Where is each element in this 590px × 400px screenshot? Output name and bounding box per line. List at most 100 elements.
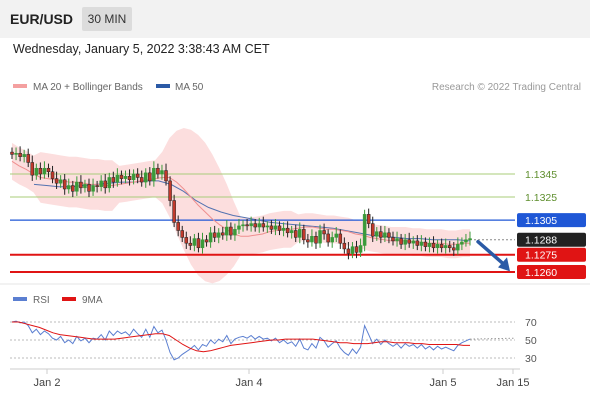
candle-body: [221, 232, 225, 236]
candle-body: [395, 238, 399, 242]
candle-body: [387, 232, 391, 238]
candle-body: [447, 245, 452, 249]
candle-body: [188, 242, 193, 246]
candle-body: [399, 238, 403, 245]
candle-body: [119, 174, 124, 179]
candle-body: [212, 232, 217, 238]
bollinger-band: [12, 128, 470, 284]
rsi-continuation: [469, 337, 516, 340]
rsi-legend-label: RSI: [33, 295, 50, 306]
candle-body: [30, 162, 35, 176]
x-axis: Jan 2 Jan 4 Jan 5 Jan 15: [34, 369, 530, 389]
candle-body: [91, 185, 95, 192]
candle-body: [383, 232, 387, 238]
x-tick-label: Jan 2: [34, 377, 61, 389]
candle-body: [168, 180, 172, 201]
candle-body: [18, 152, 22, 157]
candle-body: [131, 173, 136, 181]
price-level-label: 1.1345: [525, 169, 557, 181]
candle-body: [249, 223, 253, 227]
candle-body: [334, 233, 338, 238]
forecast-arrow: [476, 239, 510, 272]
candle-body: [362, 214, 367, 246]
candle-body: [50, 171, 55, 179]
candle-body: [261, 223, 266, 228]
candle-body: [184, 237, 189, 244]
rsi-ma-legend-swatch: [62, 297, 76, 301]
candle-body: [342, 242, 347, 250]
ma20-legend-label: MA 20 + Bollinger Bands: [33, 82, 143, 93]
candle-body: [10, 151, 14, 155]
candle-body: [196, 238, 201, 249]
rsi-tick-label: 30: [525, 353, 537, 365]
candle-body: [375, 231, 379, 237]
timeframe-button[interactable]: 30 MIN: [82, 7, 132, 31]
credit-label: Research © 2022 Trading Central: [432, 82, 581, 93]
candle-body: [208, 232, 213, 243]
candle-body: [58, 179, 63, 184]
price-level-tag: [517, 247, 586, 262]
candle-body: [403, 239, 407, 245]
candle-body: [229, 226, 233, 236]
candle-body: [285, 227, 290, 234]
candle-body: [241, 224, 245, 227]
candle-body: [22, 154, 26, 157]
price-levels: [10, 173, 515, 273]
candle-body: [415, 240, 420, 246]
candle-body: [42, 167, 47, 175]
candle-body: [200, 239, 205, 249]
candle-body: [314, 236, 318, 244]
candle-body: [423, 241, 428, 247]
candle-body: [443, 245, 448, 249]
candle-body: [330, 237, 334, 243]
candle-body: [225, 226, 229, 236]
candle-body: [306, 239, 310, 243]
price-level-label: 1.1260: [525, 267, 557, 279]
symbol-label: EUR/USD: [10, 11, 74, 27]
rsi-line: [11, 320, 471, 361]
header-bar: EUR/USD 30 MIN: [0, 0, 590, 38]
candle-body: [46, 167, 51, 172]
candle-body: [427, 242, 432, 247]
candle-body: [14, 152, 18, 155]
candle-body: [452, 247, 456, 251]
candle-body: [338, 233, 343, 244]
candle-body: [71, 185, 75, 192]
candle-body: [164, 170, 168, 182]
rsi-lines: [11, 320, 516, 361]
price-level-tag: [517, 213, 586, 228]
candle-body: [123, 176, 128, 179]
candle-body: [103, 180, 107, 189]
candle-body: [107, 177, 112, 189]
candle-body: [456, 244, 460, 251]
candle-body: [204, 239, 209, 243]
candle-body: [79, 181, 83, 189]
ma20-legend-swatch: [13, 84, 27, 88]
candle-body: [176, 222, 180, 231]
candle-body: [370, 223, 375, 237]
candle-body: [411, 240, 416, 244]
candle-body: [277, 225, 282, 231]
candle-body: [172, 200, 176, 223]
candle-body: [431, 242, 436, 249]
candle-body: [298, 229, 302, 238]
candle-body: [115, 174, 120, 183]
candle-body: [111, 177, 116, 183]
candle-body: [302, 229, 306, 240]
candle-body: [180, 230, 184, 238]
candle-body: [289, 230, 294, 234]
candle-body: [358, 245, 363, 253]
rsi-tick-label: 70: [525, 317, 537, 329]
candle-body: [99, 180, 103, 187]
price-level-label: 1.1288: [525, 235, 557, 247]
rsi-tick-label: 50: [525, 335, 537, 347]
candle-body: [293, 230, 298, 238]
candle-body: [253, 223, 257, 228]
candle-body: [366, 214, 371, 224]
candle-body: [95, 185, 99, 187]
candle-body: [419, 241, 424, 246]
candle-body: [346, 248, 351, 254]
candle-body: [407, 239, 411, 244]
